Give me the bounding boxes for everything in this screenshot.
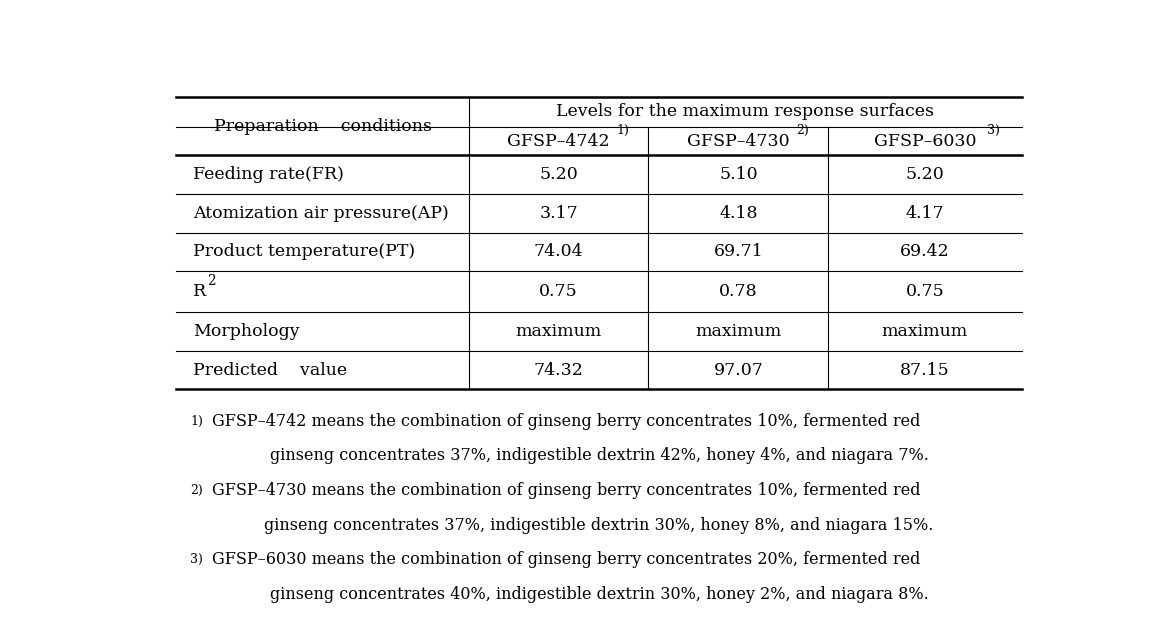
Text: 87.15: 87.15 [900, 362, 950, 379]
Text: 1): 1) [190, 415, 203, 428]
Text: 3): 3) [987, 123, 1000, 136]
Text: ginseng concentrates 40%, indigestible dextrin 30%, honey 2%, and niagara 8%.: ginseng concentrates 40%, indigestible d… [269, 586, 928, 603]
Text: GFSP–4742 means the combination of ginseng berry concentrates 10%, fermented red: GFSP–4742 means the combination of ginse… [211, 413, 920, 430]
Text: 0.78: 0.78 [719, 284, 757, 300]
Text: 3): 3) [190, 554, 203, 566]
Text: 69.42: 69.42 [900, 244, 950, 260]
Text: 0.75: 0.75 [906, 284, 944, 300]
Text: 74.04: 74.04 [534, 244, 583, 260]
Text: 4.17: 4.17 [906, 205, 944, 222]
Text: GFSP–6030: GFSP–6030 [873, 132, 976, 150]
Text: Levels for the maximum response surfaces: Levels for the maximum response surfaces [556, 104, 934, 120]
Text: GFSP–6030 means the combination of ginseng berry concentrates 20%, fermented red: GFSP–6030 means the combination of ginse… [211, 552, 920, 568]
Text: maximum: maximum [515, 323, 602, 340]
Text: R: R [193, 284, 205, 300]
Text: Morphology: Morphology [193, 323, 299, 340]
Text: ginseng concentrates 37%, indigestible dextrin 30%, honey 8%, and niagara 15%.: ginseng concentrates 37%, indigestible d… [264, 517, 934, 534]
Text: 4.18: 4.18 [719, 205, 757, 222]
Text: 2): 2) [796, 123, 809, 136]
Text: 5.20: 5.20 [906, 166, 944, 183]
Text: 5.20: 5.20 [539, 166, 578, 183]
Text: Feeding rate(FR): Feeding rate(FR) [193, 166, 343, 183]
Text: Product temperature(PT): Product temperature(PT) [193, 244, 415, 260]
Text: ginseng concentrates 37%, indigestible dextrin 42%, honey 4%, and niagara 7%.: ginseng concentrates 37%, indigestible d… [269, 448, 928, 464]
Text: maximum: maximum [695, 323, 782, 340]
Text: 1): 1) [616, 123, 629, 136]
Text: 97.07: 97.07 [713, 362, 763, 379]
Text: 2: 2 [206, 274, 216, 288]
Text: 69.71: 69.71 [713, 244, 763, 260]
Text: 3.17: 3.17 [539, 205, 578, 222]
Text: Preparation    conditions: Preparation conditions [213, 118, 432, 134]
Text: 2): 2) [190, 484, 203, 497]
Text: 74.32: 74.32 [534, 362, 583, 379]
Text: GFSP–4742: GFSP–4742 [507, 132, 610, 150]
Text: Predicted    value: Predicted value [193, 362, 347, 379]
Text: 0.75: 0.75 [539, 284, 578, 300]
Text: GFSP–4730: GFSP–4730 [687, 132, 790, 150]
Text: 5.10: 5.10 [719, 166, 757, 183]
Text: maximum: maximum [882, 323, 967, 340]
Text: GFSP–4730 means the combination of ginseng berry concentrates 10%, fermented red: GFSP–4730 means the combination of ginse… [211, 482, 920, 499]
Text: Atomization air pressure(AP): Atomization air pressure(AP) [193, 205, 449, 222]
